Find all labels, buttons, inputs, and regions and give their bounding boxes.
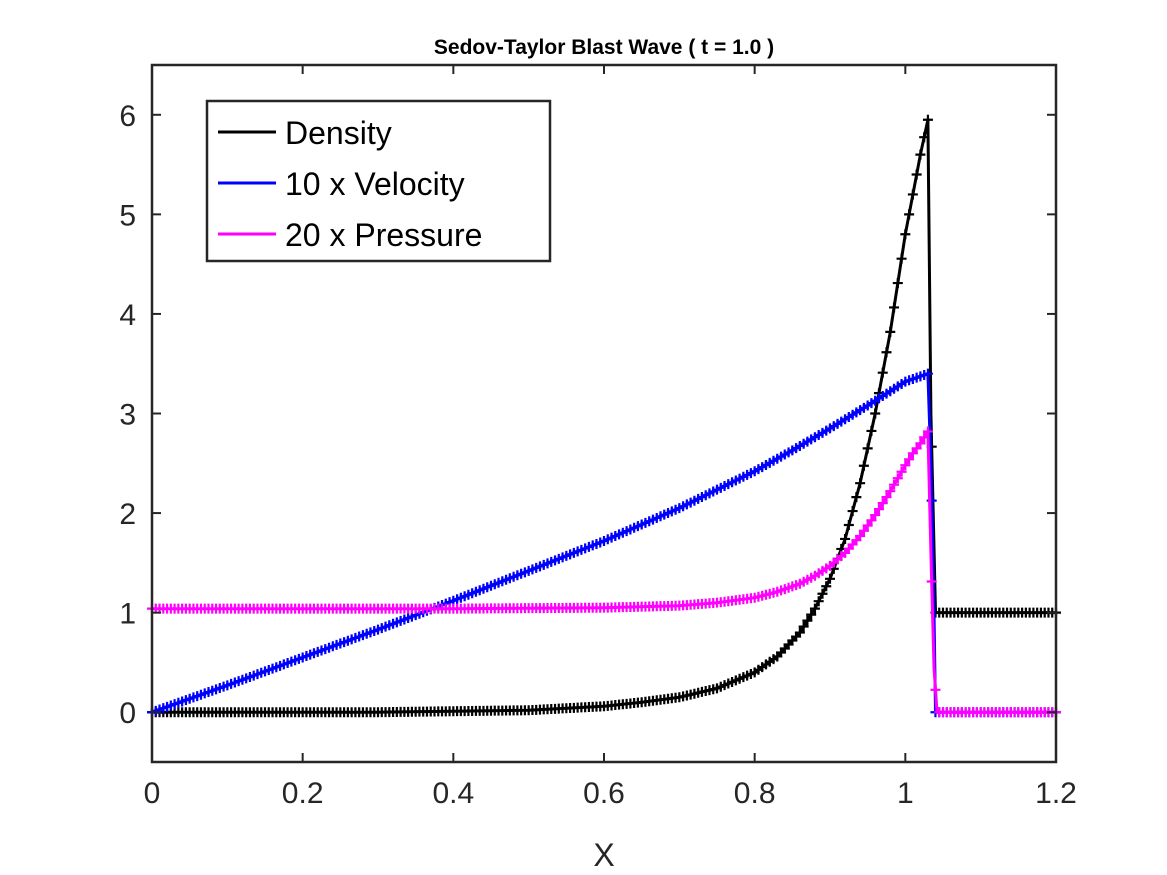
data-point-density xyxy=(889,302,900,313)
x-tick-label: 0 xyxy=(144,777,161,810)
data-point-pressure xyxy=(922,426,933,437)
x-tick-label: 0.8 xyxy=(734,777,776,810)
data-point-density xyxy=(813,596,824,607)
legend: Density 10 x Velocity 20 x Pressure xyxy=(205,99,552,263)
data-point-density xyxy=(843,520,854,531)
series-markers-pressure xyxy=(147,426,1061,718)
x-tick-label: 0.4 xyxy=(432,777,474,810)
data-point-density xyxy=(919,132,930,143)
data-point-pressure xyxy=(900,460,911,471)
y-tick-label: 1 xyxy=(119,598,136,631)
data-point-pressure xyxy=(930,684,941,695)
x-axis-label: X xyxy=(593,837,614,873)
data-point-density xyxy=(794,627,805,638)
legend-box xyxy=(205,99,552,263)
data-point-density xyxy=(896,253,907,264)
chart-title: Sedov-Taylor Blast Wave ( t = 1.0 ) xyxy=(434,36,774,59)
legend-label-velocity: 10 x Velocity xyxy=(285,166,465,202)
x-tick-label: 1.2 xyxy=(1035,777,1077,810)
data-point-pressure xyxy=(915,438,926,449)
data-point-density xyxy=(802,615,813,626)
data-point-density xyxy=(892,278,903,289)
x-tick-label: 1 xyxy=(897,777,914,810)
data-point-density xyxy=(900,229,911,240)
data-point-density xyxy=(840,533,851,544)
data-point-pressure xyxy=(896,466,907,477)
data-point-pressure xyxy=(870,510,881,521)
data-point-density xyxy=(881,347,892,358)
ticks-layer: 0 0.2 0.4 0.6 0.8 1 1.2 0 1 2 3 4 5 6 xyxy=(119,65,1077,810)
data-point-pressure xyxy=(873,504,884,515)
y-tick-label: 4 xyxy=(119,299,136,332)
data-point-density xyxy=(885,326,896,337)
series-layer xyxy=(147,114,1061,718)
data-point-density xyxy=(825,573,835,584)
y-tick-label: 6 xyxy=(119,100,136,133)
data-point-density xyxy=(911,169,922,180)
data-point-density xyxy=(821,581,832,592)
data-point-pressure xyxy=(919,432,930,443)
legend-label-density: Density xyxy=(285,115,392,151)
series-markers-density xyxy=(147,114,1061,718)
data-point-velocity xyxy=(922,368,933,379)
data-point-density xyxy=(922,114,933,125)
data-point-density xyxy=(904,209,915,220)
data-point-pressure xyxy=(866,515,877,526)
data-point-pressure xyxy=(881,492,892,503)
data-point-density xyxy=(915,149,926,160)
data-point-pressure xyxy=(877,498,888,509)
data-point-density xyxy=(809,603,820,614)
data-point-density xyxy=(866,425,877,436)
y-tick-label: 2 xyxy=(119,498,136,531)
legend-label-pressure: 20 x Pressure xyxy=(285,217,482,253)
data-point-density xyxy=(870,408,881,419)
y-tick-label: 3 xyxy=(119,399,136,432)
data-point-pressure xyxy=(858,525,869,536)
data-point-density xyxy=(847,506,858,517)
data-point-pressure xyxy=(926,576,937,587)
data-point-pressure xyxy=(885,486,896,497)
data-point-density xyxy=(851,492,862,503)
data-point-pressure xyxy=(892,473,903,484)
data-point-density xyxy=(817,588,828,599)
data-point-density xyxy=(862,443,873,454)
data-point-pressure xyxy=(862,520,873,531)
data-point-density xyxy=(858,460,869,471)
x-tick-label: 0.2 xyxy=(282,777,324,810)
data-point-density xyxy=(806,609,817,620)
data-point-pressure xyxy=(904,454,915,465)
y-tick-label: 5 xyxy=(119,199,136,232)
data-point-density xyxy=(798,621,809,632)
data-point-density xyxy=(907,189,918,200)
y-tick-label: 0 xyxy=(119,697,136,730)
data-point-density xyxy=(877,367,888,378)
data-point-density xyxy=(855,478,866,489)
x-tick-label: 0.6 xyxy=(583,777,625,810)
data-point-pressure xyxy=(889,479,900,490)
data-point-pressure xyxy=(855,530,866,541)
